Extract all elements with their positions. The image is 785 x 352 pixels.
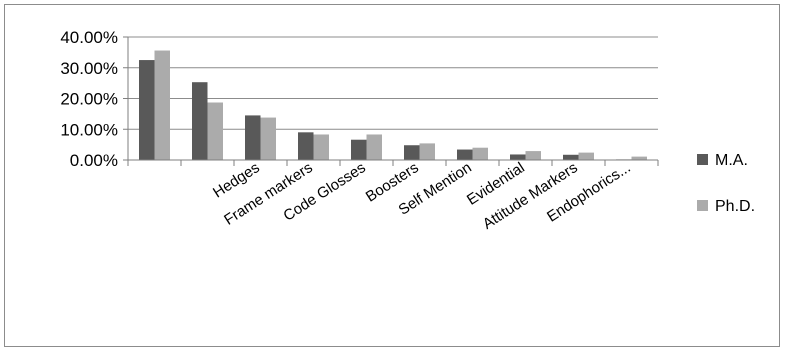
bar-phd bbox=[366, 134, 382, 160]
bar-phd bbox=[578, 152, 594, 160]
bar-ma bbox=[351, 139, 367, 160]
y-tick-label: 0.00% bbox=[70, 151, 118, 170]
bar-ma bbox=[192, 82, 208, 160]
bar-phd bbox=[313, 134, 329, 160]
y-tick-label: 40.00% bbox=[60, 28, 118, 47]
bar-ma bbox=[139, 60, 155, 160]
bar-phd bbox=[260, 117, 276, 160]
bar-phd bbox=[154, 50, 170, 160]
legend-swatch bbox=[697, 200, 708, 211]
legend-swatch bbox=[697, 154, 708, 165]
bar-ma bbox=[510, 154, 526, 160]
bar-phd bbox=[525, 151, 541, 160]
legend: M.A. Ph.D. bbox=[697, 152, 755, 215]
chart-frame bbox=[4, 4, 780, 347]
legend-label: M.A. bbox=[715, 152, 748, 169]
bar-phd bbox=[472, 147, 488, 160]
bar-ma bbox=[245, 115, 261, 160]
y-axis-ticks: 0.00% 10.00% 20.00% 30.00% 40.00% bbox=[60, 28, 128, 170]
bar-ma bbox=[563, 154, 579, 160]
bar-phd bbox=[207, 102, 223, 160]
legend-label: Ph.D. bbox=[715, 198, 755, 215]
category-label: Frame markers bbox=[221, 159, 316, 229]
bar-phd bbox=[631, 156, 647, 160]
y-tick-label: 20.00% bbox=[60, 90, 118, 109]
category-label: Attitude Markers bbox=[480, 159, 581, 233]
bars bbox=[139, 50, 647, 160]
bar-ma bbox=[457, 149, 473, 160]
y-tick-label: 10.00% bbox=[60, 120, 118, 139]
bar-phd bbox=[419, 143, 435, 160]
bar-ma bbox=[298, 132, 314, 160]
bar-ma bbox=[404, 145, 420, 160]
y-tick-label: 30.00% bbox=[60, 59, 118, 78]
x-axis-ticks bbox=[127, 160, 659, 166]
